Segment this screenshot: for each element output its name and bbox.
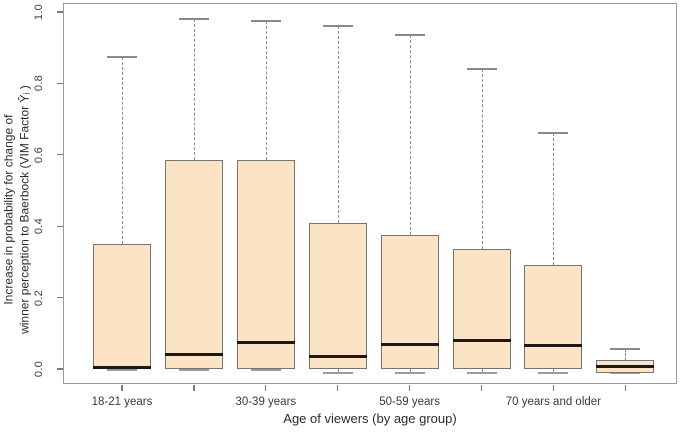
lower-whisker-cap xyxy=(107,368,137,371)
upper-whisker xyxy=(122,56,123,245)
lower-whisker-cap xyxy=(466,372,497,375)
box xyxy=(380,235,439,369)
upper-whisker-cap xyxy=(322,25,353,28)
lower-whisker xyxy=(481,369,483,373)
x-axis-title: Age of viewers (by age group) xyxy=(283,411,457,426)
y-axis-tick xyxy=(57,82,63,85)
box xyxy=(308,222,367,369)
x-axis-tick-label: 70 years and older xyxy=(505,396,602,408)
upper-whisker xyxy=(265,20,267,161)
upper-whisker xyxy=(553,133,555,266)
lower-whisker xyxy=(337,369,339,373)
y-axis-tick-label: 0.6 xyxy=(28,125,50,185)
y-axis-tick-label: 0.8 xyxy=(28,53,50,113)
median-line xyxy=(93,365,151,369)
lower-whisker-cap xyxy=(394,372,425,375)
x-axis-tick xyxy=(480,385,483,391)
plot-area: 0.0 0.2 0.4 0.6 0.8 1.0 18-21 years 30-39 years… xyxy=(33,3,677,408)
y-axis-tick-label-text: 1.0 xyxy=(32,3,45,21)
y-axis-tick xyxy=(57,296,63,299)
y-axis-tick xyxy=(57,154,63,156)
median-line xyxy=(596,365,655,368)
lower-whisker-cap xyxy=(538,372,569,375)
x-axis-tick xyxy=(624,385,626,391)
upper-whisker-cap xyxy=(107,55,137,58)
x-axis-tick xyxy=(337,385,339,391)
x-axis-tick-label: 18-21 years xyxy=(91,396,153,408)
box xyxy=(93,244,151,369)
y-axis-tick-label-text: 0.4 xyxy=(32,218,45,235)
upper-whisker xyxy=(337,26,339,223)
lower-whisker-cap xyxy=(610,372,641,375)
upper-whisker-cap xyxy=(250,19,281,22)
x-axis-tick xyxy=(408,385,411,391)
upper-whisker xyxy=(625,349,627,361)
median-line xyxy=(236,340,295,344)
upper-whisker xyxy=(409,35,411,236)
upper-whisker xyxy=(481,69,483,250)
y-axis-label-line1: Increase in probability for change of xyxy=(1,114,16,305)
median-line xyxy=(452,338,511,342)
lower-whisker-cap xyxy=(178,368,209,371)
y-axis-tick-label: 1.0 xyxy=(28,0,50,42)
upper-whisker-cap xyxy=(466,68,497,71)
y-axis-tick-label: 0.2 xyxy=(28,268,50,328)
x-axis-tick xyxy=(265,385,267,391)
box xyxy=(164,160,223,369)
y-axis-tick-label: 0.0 xyxy=(28,339,50,399)
y-axis-tick-label: 0.4 xyxy=(28,196,50,256)
median-line xyxy=(380,342,439,346)
lower-whisker-cap xyxy=(250,368,281,371)
box xyxy=(452,249,511,369)
lower-whisker xyxy=(409,369,411,373)
upper-whisker-cap xyxy=(178,18,209,21)
y-axis-tick xyxy=(57,368,63,370)
y-axis-tick-label-text: 0.6 xyxy=(32,146,45,163)
y-axis-tick-label-text: 0.0 xyxy=(32,360,45,378)
y-axis-tick xyxy=(57,11,63,13)
y-axis-tick-label-text: 0.8 xyxy=(32,75,45,92)
median-line xyxy=(524,344,583,348)
median-line xyxy=(164,353,223,357)
median-line xyxy=(308,355,367,358)
x-axis-tick-label: 30-39 years xyxy=(235,396,297,408)
upper-whisker-cap xyxy=(538,132,569,135)
x-axis-tick xyxy=(552,385,555,391)
box xyxy=(524,265,583,369)
x-axis-tick xyxy=(121,385,123,391)
x-axis-tick xyxy=(193,385,195,391)
y-axis-tick-label-text: 0.2 xyxy=(32,289,45,306)
lower-whisker xyxy=(553,369,555,373)
upper-whisker xyxy=(193,19,195,161)
upper-whisker-cap xyxy=(394,34,425,37)
upper-whisker-cap xyxy=(610,348,641,351)
lower-whisker-cap xyxy=(322,372,353,375)
x-axis-tick-label: 50-59 years xyxy=(379,396,440,408)
box xyxy=(236,160,295,369)
y-axis-tick xyxy=(57,225,63,227)
